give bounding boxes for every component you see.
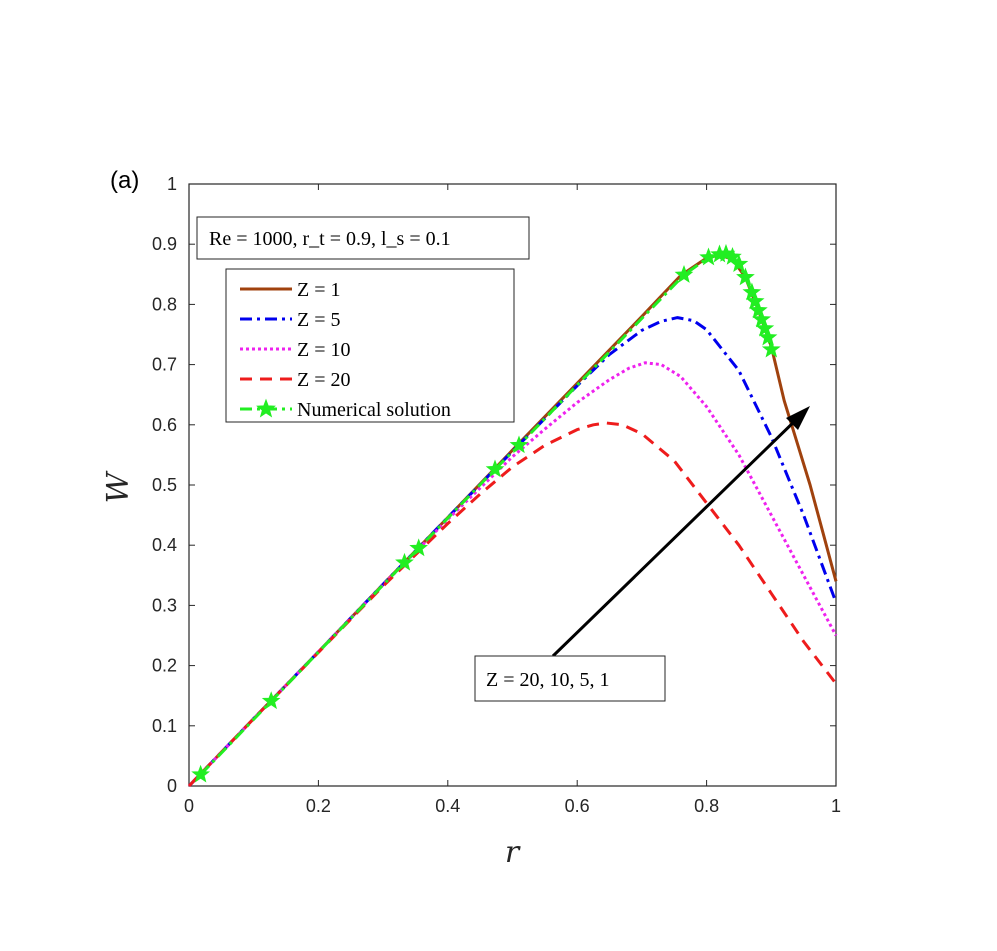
arrow-head (786, 406, 810, 430)
data-point-star (723, 246, 742, 265)
series-line (187, 361, 838, 788)
y-tick-label: 0.3 (152, 595, 177, 615)
legend-entry: Z = 1 (240, 279, 341, 301)
legend-label: Z = 20 (297, 369, 351, 391)
axis-ticks (188, 183, 837, 787)
legend-label: Z = 1 (297, 279, 341, 301)
legend: Z = 1 Z = 5 Z = 10 Z = 20 Numerical solution (225, 268, 515, 423)
parameter-box: Re = 1000, r_t = 0.9, l_s = 0.1 (196, 216, 530, 260)
y-tick-label: 0.4 (152, 535, 177, 555)
data-point-star (261, 691, 281, 710)
legend-label: Z = 10 (297, 339, 351, 361)
legend-entry: Z = 20 (240, 369, 351, 391)
arrow-line (551, 414, 802, 658)
series-line (187, 316, 838, 788)
data-point-star (752, 309, 772, 328)
data-point-star (729, 254, 749, 272)
data-point-star (758, 327, 778, 346)
data-point-star (509, 435, 529, 454)
x-tick-label: 0.8 (694, 796, 719, 816)
parameter-box-text: Re = 1000, r_t = 0.9, l_s = 0.1 (209, 228, 451, 250)
y-tick-label: 0.2 (152, 656, 177, 676)
y-tick-label: 0.1 (152, 716, 177, 736)
tick-labels: 0 0.2 0.4 0.6 0.8 1 0 0.1 0.2 0.3 0.4 0.5 0.6 0.7 0.8 0… (152, 174, 841, 816)
arrow-annotation-text: Z = 20, 10, 5, 1 (486, 669, 610, 691)
data-point-star (761, 339, 781, 358)
data-point-star (742, 282, 762, 301)
y-tick-label: 0.8 (152, 294, 177, 314)
x-tick-label: 1 (831, 796, 841, 816)
series-2 (187, 361, 838, 788)
y-tick-label: 0.7 (152, 355, 177, 375)
y-tick-label: 0.6 (152, 415, 177, 435)
data-point-star (674, 265, 694, 283)
series-line (187, 421, 838, 788)
arrow-annotation: Z = 20, 10, 5, 1 (474, 406, 810, 702)
x-tick-label: 0.6 (565, 796, 590, 816)
data-point-star (736, 267, 755, 286)
x-axis-label: r (505, 835, 521, 870)
x-tick-label: 0 (184, 796, 194, 816)
series-4 (191, 243, 781, 783)
data-point-star (191, 764, 211, 783)
data-point-star (409, 538, 428, 557)
y-axis-label: W (101, 470, 136, 503)
panel-label: (a) (110, 167, 139, 194)
legend-star (256, 398, 276, 418)
arrow-annotation-box (474, 655, 666, 702)
legend-box (225, 268, 515, 423)
y-tick-label: 0 (167, 776, 177, 796)
series-layer (187, 243, 838, 788)
x-tick-label: 0.2 (306, 796, 331, 816)
series-3 (187, 421, 838, 788)
x-tick-label: 0.4 (435, 796, 460, 816)
legend-entry: Numerical solution (240, 398, 451, 421)
legend-label: Numerical solution (297, 399, 451, 421)
legend-entry: Z = 5 (240, 309, 341, 331)
data-point-star (755, 318, 775, 337)
y-tick-label: 0.9 (152, 234, 177, 254)
data-point-star (745, 291, 765, 310)
data-point-star (485, 459, 505, 478)
y-tick-label: 0.5 (152, 475, 177, 495)
data-point-star (749, 300, 768, 319)
legend-entry: Z = 10 (240, 339, 351, 361)
series-1 (187, 316, 838, 788)
y-tick-label: 1 (167, 174, 177, 194)
legend-label: Z = 5 (297, 309, 341, 331)
data-point-star (395, 552, 414, 571)
